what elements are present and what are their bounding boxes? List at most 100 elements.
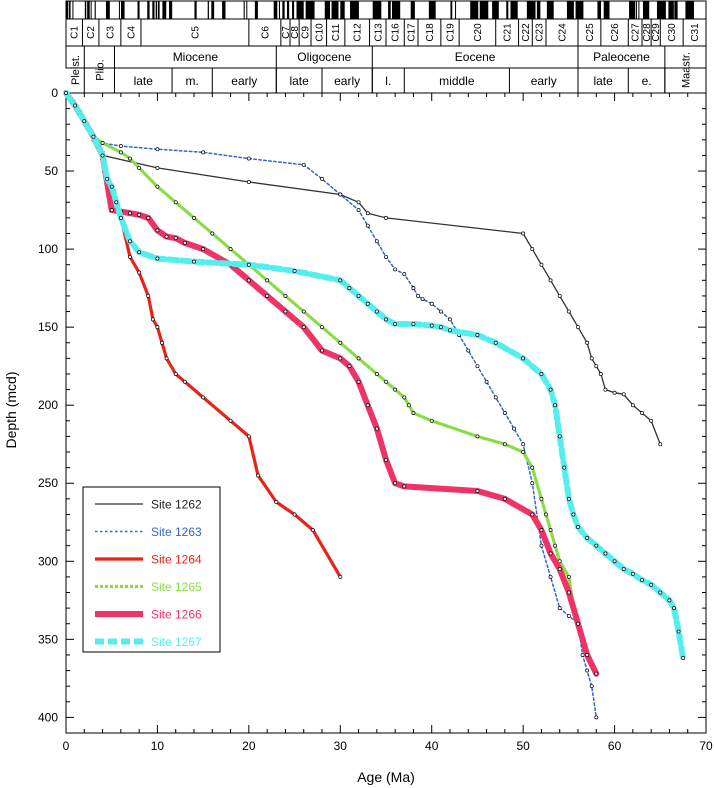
data-point	[448, 328, 452, 333]
chron-label: C31	[690, 23, 701, 42]
data-point	[548, 387, 553, 392]
data-point	[589, 356, 594, 361]
polarity-stripe	[331, 1, 339, 19]
data-point	[393, 481, 398, 486]
data-point	[338, 340, 343, 345]
data-point	[502, 496, 507, 501]
polarity-stripe	[169, 1, 173, 19]
data-point	[566, 613, 571, 618]
polarity-stripe	[243, 1, 245, 19]
data-point	[356, 200, 361, 205]
polarity-stripe	[479, 1, 489, 19]
polarity-stripe	[121, 1, 125, 19]
data-point	[384, 457, 388, 462]
polarity-stripe	[410, 1, 415, 19]
data-point	[576, 325, 580, 330]
data-point	[672, 606, 676, 611]
data-point	[539, 372, 544, 376]
data-point	[402, 395, 407, 400]
sub-epoch-label: e.	[642, 74, 652, 88]
chron-label: C13	[373, 23, 384, 42]
data-point	[155, 325, 160, 330]
legend-label: Site 1263	[151, 525, 202, 539]
polarity-stripe	[350, 1, 359, 19]
y-tick-label: 300	[38, 554, 58, 568]
data-point	[557, 434, 562, 439]
data-point	[621, 567, 626, 572]
polarity-stripe	[635, 1, 637, 19]
data-point	[173, 200, 178, 205]
data-point	[114, 200, 119, 205]
data-point	[105, 176, 110, 181]
y-axis-label: Depth (mcd)	[3, 371, 19, 448]
data-point	[265, 293, 270, 298]
data-point	[365, 223, 370, 228]
data-point	[530, 465, 535, 470]
data-point	[265, 278, 270, 283]
data-point	[100, 141, 105, 145]
polarity-stripe	[305, 1, 315, 19]
data-point	[356, 208, 361, 213]
legend-box	[82, 486, 221, 653]
data-point	[128, 254, 132, 259]
data-point	[484, 379, 489, 384]
data-point	[283, 293, 288, 298]
series-layer	[63, 90, 687, 720]
data-point	[594, 543, 599, 548]
sub-epoch-label: late	[289, 74, 309, 88]
sub-epoch-label: late	[134, 74, 154, 88]
data-point	[475, 489, 480, 493]
data-point	[566, 309, 571, 314]
data-point	[118, 144, 123, 149]
y-tick-label: 350	[38, 632, 58, 646]
polarity-stripe	[147, 1, 150, 19]
polarity-stripe	[642, 1, 650, 19]
data-point	[512, 426, 516, 431]
chron-label: C21	[503, 23, 514, 42]
data-point	[416, 293, 420, 298]
data-point	[320, 348, 324, 353]
data-point	[109, 208, 114, 213]
polarity-stripe	[72, 1, 74, 19]
data-point	[137, 250, 142, 255]
data-point	[384, 215, 388, 220]
data-point	[374, 372, 379, 376]
chron-label: C10	[314, 23, 325, 42]
data-point	[228, 418, 233, 423]
data-point	[246, 262, 251, 267]
chron-label: C29	[651, 23, 662, 42]
data-point	[356, 293, 361, 298]
chron-label: C16	[391, 23, 402, 42]
data-point	[502, 442, 507, 447]
epoch-label: Pleist.	[70, 55, 82, 85]
polarity-stripe	[674, 1, 678, 19]
polarity-stripe	[455, 1, 457, 19]
data-point	[475, 434, 480, 439]
data-point	[640, 411, 644, 415]
data-point	[155, 184, 160, 189]
data-point	[384, 317, 388, 322]
polarity-stripe	[282, 1, 285, 19]
data-point	[429, 301, 434, 306]
data-point	[438, 325, 443, 330]
y-tick-label: 250	[38, 476, 58, 490]
data-point	[594, 715, 599, 720]
x-tick-label: 50	[516, 739, 530, 753]
x-tick-label: 20	[242, 739, 256, 753]
chron-label: C12	[353, 23, 364, 42]
data-point	[621, 392, 626, 397]
chron-label: C4	[126, 26, 137, 39]
data-point	[402, 272, 407, 277]
epoch-label: Plio.	[94, 59, 106, 80]
data-point	[557, 567, 562, 572]
data-point	[137, 165, 142, 170]
data-point	[466, 348, 471, 353]
data-point	[393, 322, 398, 326]
data-point	[530, 247, 535, 252]
polarity-stripe	[162, 1, 167, 19]
polarity-stripe	[137, 1, 140, 19]
polarity-stripe	[246, 1, 248, 19]
chron-label: C5	[190, 26, 201, 39]
x-tick-label: 10	[151, 739, 165, 753]
